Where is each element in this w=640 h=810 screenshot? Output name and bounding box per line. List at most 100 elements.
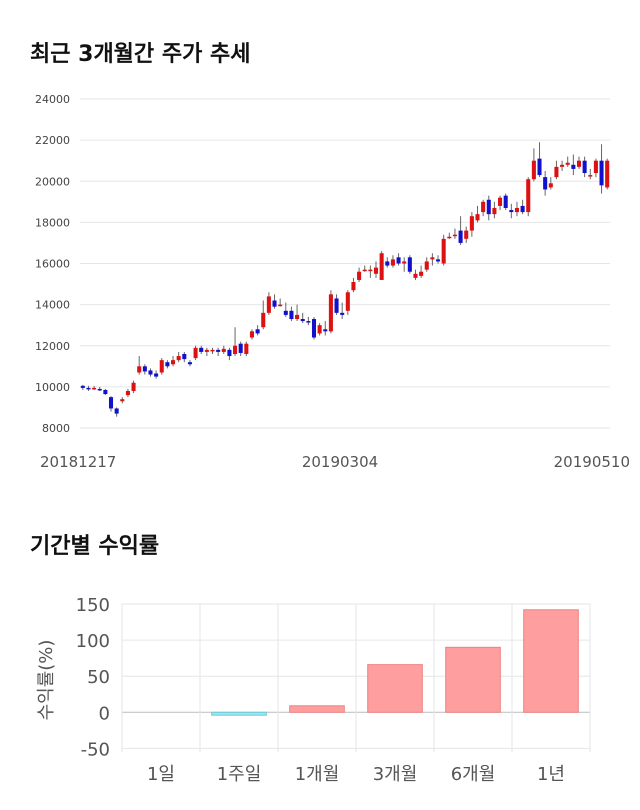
y-tick-label: 14000 [35, 299, 70, 312]
candle-body [593, 160, 598, 174]
candle-body [464, 230, 469, 239]
x-category-label: 1일 [147, 764, 175, 785]
y-tick-label: 0 [99, 703, 110, 724]
candle-body [176, 356, 181, 361]
y-tick-label: -50 [81, 739, 110, 760]
candle-body [255, 329, 260, 334]
candle-body [80, 385, 85, 388]
candle-body [187, 362, 192, 365]
candle-body [199, 347, 204, 352]
y-tick-label: 10000 [35, 381, 70, 394]
return-bar [289, 705, 345, 713]
candle-body [548, 183, 553, 188]
candle-body [86, 387, 91, 390]
candle-body [244, 343, 249, 354]
candle-body [520, 205, 525, 213]
candle-body [560, 164, 565, 167]
x-date-label: 20181217 [40, 453, 116, 471]
y-tick-label: 100 [76, 631, 110, 652]
candle-body [233, 345, 238, 354]
return-bar [445, 646, 501, 713]
candle-body [576, 160, 582, 167]
candle-body [120, 399, 125, 402]
x-category-label: 1년 [537, 764, 565, 785]
candle-body [283, 310, 288, 315]
candle-body [565, 162, 570, 165]
candle-body [486, 199, 491, 215]
candle-body [543, 177, 548, 190]
return-bar [367, 664, 423, 713]
y-tick-label: 18000 [35, 216, 70, 229]
candle-body [278, 304, 283, 307]
price-chart-title: 최근 3개월간 주가 추세 [30, 42, 251, 67]
candle-body [142, 366, 147, 372]
candle-body [328, 294, 333, 332]
candle-body [204, 349, 209, 352]
candle-body [114, 408, 119, 414]
candle-body [97, 388, 102, 391]
candle-body [362, 269, 367, 272]
x-category-label: 3개월 [373, 764, 418, 785]
candle-body [108, 397, 114, 409]
candle-body [300, 319, 305, 322]
candle-body [193, 347, 198, 359]
candle-body [447, 236, 452, 239]
candle-body [554, 166, 559, 178]
y-axis-label: 수익률(%) [36, 640, 57, 721]
candle-body [441, 238, 446, 264]
returns-chart-title: 기간별 수익률 [30, 534, 160, 559]
candle-body [306, 321, 311, 323]
candle-body [531, 160, 536, 180]
x-date-label: 20190304 [302, 453, 378, 471]
candle-body [131, 382, 136, 391]
x-date-label: 20190510 [554, 453, 630, 471]
candle-body [571, 164, 576, 169]
y-tick-label: 50 [87, 667, 110, 688]
candle-body [249, 331, 254, 338]
candle-body [317, 325, 322, 334]
return-bar [211, 711, 267, 716]
candle-body [125, 390, 130, 396]
candle-body [514, 207, 519, 213]
candle-body [379, 253, 384, 280]
candle-body [261, 312, 266, 328]
candle-body [266, 296, 271, 313]
y-tick-label: 24000 [35, 93, 70, 106]
candle-body [289, 310, 294, 320]
candle-body [469, 216, 474, 231]
candle-body [238, 343, 243, 353]
candle-body [424, 261, 429, 270]
candle-body [92, 387, 97, 390]
candle-body [182, 353, 187, 360]
price-candlestick-chart: 8000 10000 12000 14000 16000 18000 20000 22000 2… [35, 93, 630, 471]
y-tick-label: 12000 [35, 340, 70, 353]
candle-body [334, 298, 339, 313]
candle-body [436, 259, 441, 262]
candle-body [159, 360, 164, 373]
candle-body [407, 257, 412, 272]
candle-body [345, 292, 350, 311]
candle-body [413, 273, 418, 278]
candle-body [390, 259, 395, 266]
candle-body [498, 197, 503, 206]
candle-body [458, 230, 463, 243]
x-category-label: 1개월 [295, 764, 340, 785]
candle-body [452, 234, 457, 237]
candle-body [605, 160, 610, 188]
candle-body [588, 175, 593, 177]
candle-body [171, 360, 176, 365]
candle-body [509, 210, 514, 213]
candle-body [357, 271, 362, 280]
y-tick-label: 20000 [35, 175, 70, 188]
candle-body [340, 312, 345, 315]
candle-body [221, 348, 226, 352]
candle-body [430, 257, 435, 260]
candle-body [368, 269, 373, 272]
candle-body [526, 179, 531, 213]
candle-body [599, 160, 604, 186]
candle-body [311, 319, 317, 338]
candle-body [475, 214, 480, 221]
candle-body [165, 362, 170, 367]
candle-body [272, 300, 277, 307]
